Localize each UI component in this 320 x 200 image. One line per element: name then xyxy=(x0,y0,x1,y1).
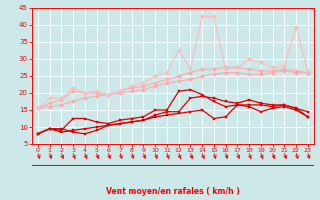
Text: Vent moyen/en rafales ( km/h ): Vent moyen/en rafales ( km/h ) xyxy=(106,187,240,196)
